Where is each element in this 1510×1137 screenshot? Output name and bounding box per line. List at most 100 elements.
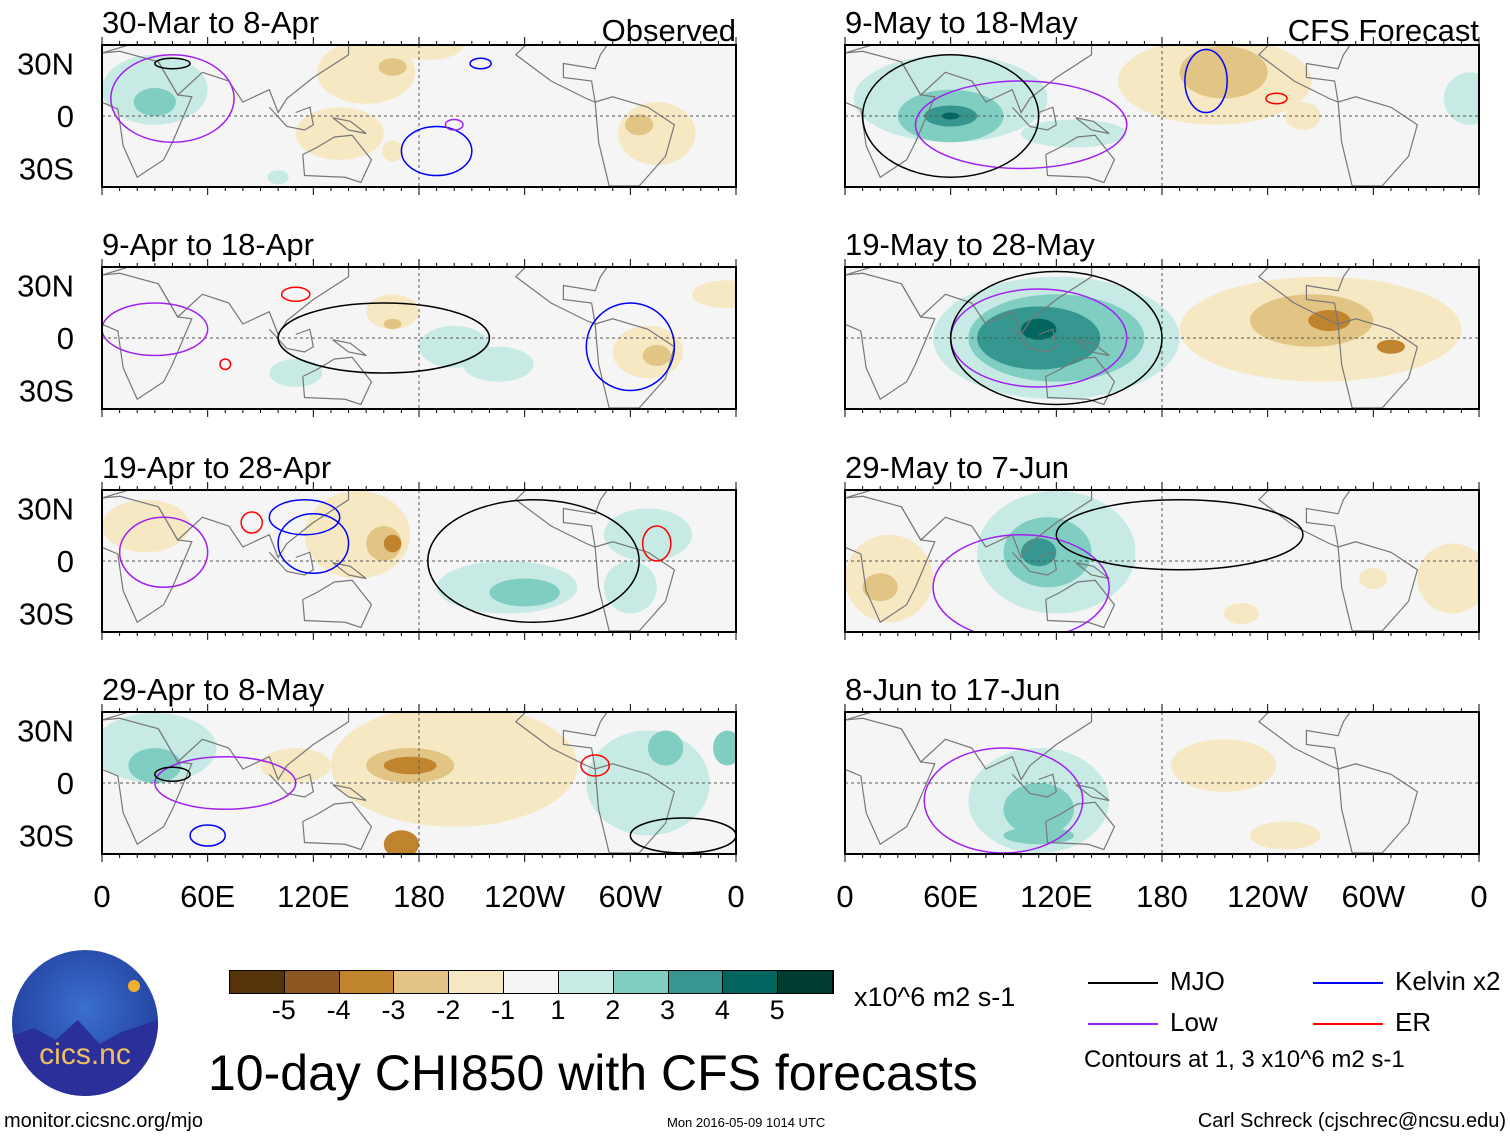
coastline: [302, 801, 373, 851]
x-tick-label: 60W: [1341, 879, 1405, 914]
coastline: [1011, 328, 1058, 353]
coastline: [1075, 562, 1110, 580]
coastline: [102, 272, 193, 401]
legend-item: MJO: [1088, 966, 1225, 997]
panel-title: 8-Jun to 17-Jun: [845, 672, 1060, 707]
anomaly-shading: [1417, 543, 1479, 614]
coastline: [102, 495, 193, 624]
coastline: [268, 106, 315, 131]
coastline: [845, 495, 936, 624]
coastline: [1011, 551, 1058, 576]
wave-contour: [280, 286, 311, 302]
map-content: [102, 712, 736, 854]
map-panel: 29-May to 7-Jun: [844, 450, 1480, 640]
wave-contour: [277, 302, 491, 374]
panel-title: 9-Apr to 18-Apr: [102, 227, 314, 262]
coastline: [1075, 339, 1110, 357]
coastline: [332, 562, 367, 580]
coastline: [1045, 579, 1116, 629]
anomaly-shading: [1179, 46, 1268, 99]
coastline: [1257, 490, 1351, 548]
coastline: [102, 717, 193, 846]
wave-contour: [277, 513, 350, 574]
x-tick-label: 0: [93, 879, 110, 914]
coastline: [1011, 106, 1058, 131]
anomaly-shading: [267, 170, 289, 185]
colorbar-tick-label: 1: [550, 995, 566, 1025]
wave-contour: [1055, 499, 1304, 571]
colorbar-tick-label: -1: [491, 995, 516, 1025]
colorbar-swatch: [668, 971, 724, 993]
colorbar-swatch: [778, 971, 833, 993]
coastline: [1257, 45, 1351, 103]
anomaly-shading: [618, 102, 696, 165]
wave-contour: [585, 302, 676, 392]
x-tick-label: 0: [836, 879, 853, 914]
y-tick-label: 30S: [19, 152, 74, 187]
x-tick-label: 60W: [598, 879, 662, 914]
panel-title: 29-May to 7-Jun: [845, 450, 1069, 485]
anomaly-shading: [1021, 538, 1057, 567]
y-tick-label: 0: [57, 766, 74, 801]
colorbar-tick-label: -2: [436, 995, 461, 1025]
coastline: [514, 267, 608, 325]
y-tick-label: 30S: [19, 597, 74, 632]
coastline: [1075, 117, 1110, 135]
x-tick-label: 180: [1136, 879, 1188, 914]
coastline: [1045, 801, 1116, 851]
colorbar-tick-label: 4: [714, 995, 730, 1025]
anomaly-shading: [1359, 568, 1388, 589]
legend-line: [1088, 982, 1158, 985]
wave-contour: [102, 302, 209, 357]
x-tick-label: 0: [1470, 879, 1487, 914]
coastline: [845, 490, 1093, 559]
x-tick-label: 120E: [1020, 879, 1092, 914]
wave-contour: [580, 754, 610, 777]
wave-contour: [118, 516, 209, 588]
map-content: [102, 267, 736, 409]
anomaly-shading: [1376, 339, 1406, 354]
legend-label: MJO: [1170, 966, 1225, 996]
coastline: [302, 579, 373, 629]
anomaly-shading: [102, 499, 191, 553]
y-tick-label: 30N: [17, 269, 74, 304]
anomaly-shading: [128, 748, 182, 783]
wave-contour: [914, 80, 1128, 170]
anomaly-shading: [269, 359, 323, 387]
colorbar-swatch: [394, 971, 450, 993]
x-tick-label: 120E: [277, 879, 349, 914]
y-tick-label: 0: [57, 321, 74, 356]
coastline: [845, 717, 936, 846]
coastline: [332, 339, 367, 357]
coastline: [1011, 773, 1058, 798]
panel-title: 19-Apr to 28-Apr: [102, 450, 331, 485]
panel-title: 30-Mar to 8-Apr: [102, 5, 319, 40]
colorbar-swatch: [230, 971, 285, 993]
coastline: [845, 50, 936, 179]
map-content: [845, 267, 1479, 409]
anomaly-shading: [603, 508, 692, 561]
legend-line: [1313, 1023, 1383, 1026]
coastline: [302, 134, 373, 184]
anomaly-shading: [1170, 739, 1277, 792]
coastline: [1337, 763, 1419, 854]
anomaly-shading: [603, 561, 657, 614]
coastline: [1337, 96, 1419, 187]
map-content: [102, 490, 736, 632]
coastline: [1045, 134, 1116, 184]
anomaly-shading: [383, 756, 437, 775]
cics-logo: cics.nc: [12, 950, 158, 1096]
panel-tag: CFS Forecast: [1288, 13, 1480, 48]
x-tick-label: 60E: [180, 879, 235, 914]
legend-item: Low: [1088, 1007, 1218, 1038]
units-label: x10^6 m2 s-1: [854, 982, 1016, 1012]
y-tick-label: 30N: [17, 714, 74, 749]
wave-contour: [154, 766, 191, 782]
wave-contour: [154, 756, 297, 810]
coastline: [332, 117, 367, 135]
coastline: [102, 50, 193, 179]
legend-item: Kelvin x2: [1313, 966, 1501, 997]
colorbar-swatch: [558, 971, 614, 993]
wave-contour: [427, 499, 640, 623]
